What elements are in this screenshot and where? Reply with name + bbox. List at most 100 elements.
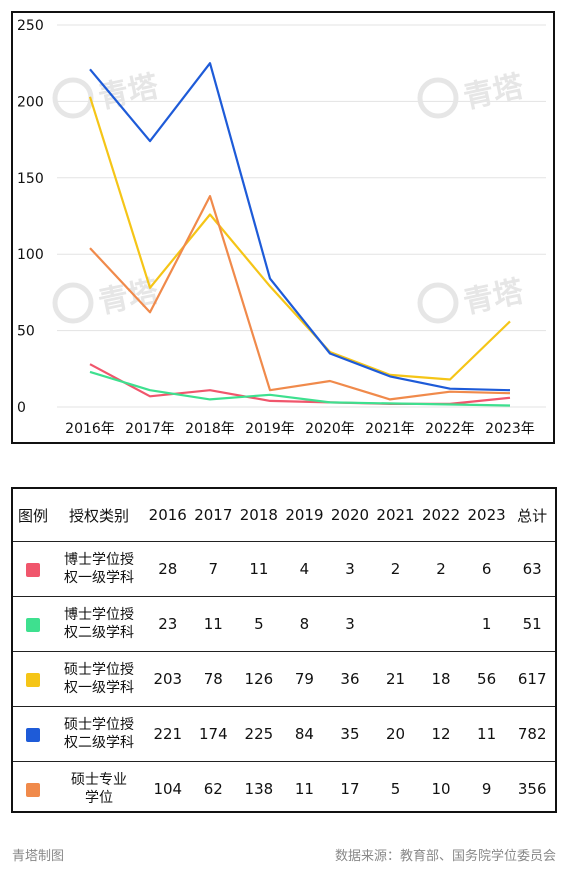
table-row: 博士学位授 权一级学科 28 7 11 4 3 2 2 6 63 bbox=[13, 541, 555, 597]
value-cell: 2 bbox=[390, 560, 401, 578]
value-cell: 18 bbox=[431, 670, 451, 688]
watermark-text: 青塔 bbox=[95, 274, 162, 321]
value-cell: 3 bbox=[345, 615, 355, 633]
value-cell: 126 bbox=[244, 670, 274, 688]
header-year: 2021 bbox=[376, 506, 415, 524]
value-cell: 174 bbox=[199, 725, 228, 743]
category-label-line1: 硕士专业 bbox=[71, 772, 127, 788]
value-cell: 9 bbox=[481, 780, 492, 798]
x-tick-label: 2020年 bbox=[305, 421, 355, 437]
header-total: 总计 bbox=[517, 506, 548, 525]
x-tick-label: 2016年 bbox=[65, 421, 115, 437]
value-cell: 79 bbox=[294, 670, 314, 688]
data-table-container: 图例 授权类别 2016 2017 2018 2019 2020 2021 20… bbox=[11, 487, 557, 813]
table-row: 硕士学位授 权二级学科 221 174 225 84 35 20 12 11 782 bbox=[13, 706, 555, 762]
header-year: 2016 bbox=[148, 506, 187, 524]
watermark-text: 青塔 bbox=[460, 69, 527, 116]
x-tick-label: 2023年 bbox=[485, 421, 535, 437]
category-cell: 硕士学位授 权一级学科 bbox=[53, 652, 145, 707]
footer-source: 数据来源：教育部、国务院学位委员会 bbox=[334, 849, 556, 864]
value-cell: 6 bbox=[481, 560, 492, 578]
category-label-line1: 硕士学位授 bbox=[64, 717, 134, 733]
header-year: 2019 bbox=[285, 506, 324, 524]
category-label: 硕士专业 学位 bbox=[59, 771, 139, 807]
legend-swatch-cell bbox=[13, 762, 53, 817]
table-row: 硕士专业 学位 104 62 138 11 17 5 10 9 356 bbox=[13, 761, 555, 817]
value-cell: 12 bbox=[431, 725, 451, 743]
x-tick-label: 2019年 bbox=[245, 421, 295, 437]
value-cell bbox=[373, 597, 419, 652]
watermark-logo-icon bbox=[52, 282, 94, 324]
x-tick-label: 2022年 bbox=[425, 421, 475, 437]
series-line bbox=[88, 96, 511, 381]
line-chart: 0 50 100 150 200 250 青塔 青塔 青塔 青塔 2016年 2017年 2018年 20… bbox=[11, 11, 555, 444]
legend-swatch-cell bbox=[13, 707, 53, 762]
category-label-line2: 权一级学科 bbox=[64, 680, 134, 696]
value-cell: 2 bbox=[436, 560, 446, 578]
value-cell: 11 bbox=[203, 615, 223, 633]
category-label: 博士学位授权一级学科 bbox=[59, 551, 139, 587]
x-tick-label: 2017年 bbox=[125, 421, 175, 437]
category-cell: 博士学位授权一级学科 bbox=[53, 542, 145, 597]
total-cell: 63 bbox=[522, 560, 542, 578]
table-row: 博士学位授权二级学科 23 11 5 8 3 1 51 bbox=[13, 596, 555, 652]
category-label-line2: 权一级学科 bbox=[64, 570, 134, 586]
value-cell: 5 bbox=[254, 615, 264, 633]
watermark-text: 青塔 bbox=[460, 274, 527, 321]
y-tick-label: 200 bbox=[17, 94, 44, 110]
value-cell: 7 bbox=[208, 560, 219, 578]
category-cell: 博士学位授权二级学科 bbox=[53, 597, 145, 652]
value-cell: 23 bbox=[158, 615, 178, 633]
value-cell: 221 bbox=[153, 725, 183, 743]
legend-swatch-cell bbox=[13, 652, 53, 707]
category-label-line1: 博士学位授 bbox=[64, 552, 134, 568]
value-cell: 4 bbox=[299, 560, 310, 578]
value-cell: 138 bbox=[244, 780, 274, 798]
category-cell: 硕士专业 学位 bbox=[53, 762, 145, 817]
value-cell: 17 bbox=[340, 780, 360, 798]
legend-swatch-cell bbox=[13, 597, 53, 652]
value-cell: 104 bbox=[153, 780, 183, 798]
value-cell: 11 bbox=[477, 725, 497, 743]
value-cell: 11 bbox=[294, 780, 314, 798]
watermark-logo-icon bbox=[52, 77, 94, 119]
value-cell: 203 bbox=[153, 670, 183, 688]
category-label-line1: 博士学位授 bbox=[64, 607, 134, 623]
category-label-line2: 权二级学科 bbox=[64, 625, 134, 641]
series-line bbox=[89, 195, 511, 401]
legend-swatch bbox=[26, 727, 40, 742]
category-cell: 硕士学位授 权二级学科 bbox=[53, 707, 145, 762]
watermark-logo-icon bbox=[417, 77, 459, 119]
value-cell: 78 bbox=[203, 670, 223, 688]
value-cell: 21 bbox=[385, 670, 406, 688]
value-cell: 8 bbox=[299, 615, 310, 633]
data-table: 图例 授权类别 2016 2017 2018 2019 2020 2021 20… bbox=[13, 489, 555, 816]
value-cell: 10 bbox=[431, 780, 451, 798]
legend-swatch-cell bbox=[13, 542, 53, 597]
total-cell: 51 bbox=[522, 615, 542, 633]
legend-swatch bbox=[26, 782, 40, 797]
y-tick-label: 50 bbox=[17, 324, 35, 340]
value-cell: 35 bbox=[340, 725, 360, 743]
watermark-logo-icon bbox=[417, 282, 459, 324]
value-cell: 225 bbox=[244, 725, 274, 743]
table-row: 硕士学位授 权一级学科 203 78 126 79 36 21 18 56 617 bbox=[13, 651, 555, 707]
category-label: 硕士学位授 权二级学科 bbox=[59, 716, 139, 752]
legend-swatch bbox=[26, 672, 40, 687]
total-cell: 617 bbox=[517, 670, 547, 688]
value-cell: 62 bbox=[203, 780, 223, 798]
value-cell: 28 bbox=[158, 560, 178, 578]
y-tick-label: 100 bbox=[17, 247, 44, 263]
y-tick-label: 150 bbox=[17, 171, 44, 187]
value-cell: 3 bbox=[345, 560, 355, 578]
x-tick-label: 2021年 bbox=[365, 421, 415, 437]
footer-credit: 青塔制图 bbox=[12, 849, 65, 864]
total-cell: 356 bbox=[517, 780, 547, 798]
table-header-row: 图例 授权类别 2016 2017 2018 2019 2020 2021 20… bbox=[13, 489, 555, 542]
category-label: 博士学位授权二级学科 bbox=[59, 606, 139, 642]
value-cell: 1 bbox=[481, 615, 492, 633]
header-year: 2022 bbox=[421, 506, 461, 524]
value-cell: 5 bbox=[390, 780, 401, 798]
value-cell: 84 bbox=[294, 725, 314, 743]
